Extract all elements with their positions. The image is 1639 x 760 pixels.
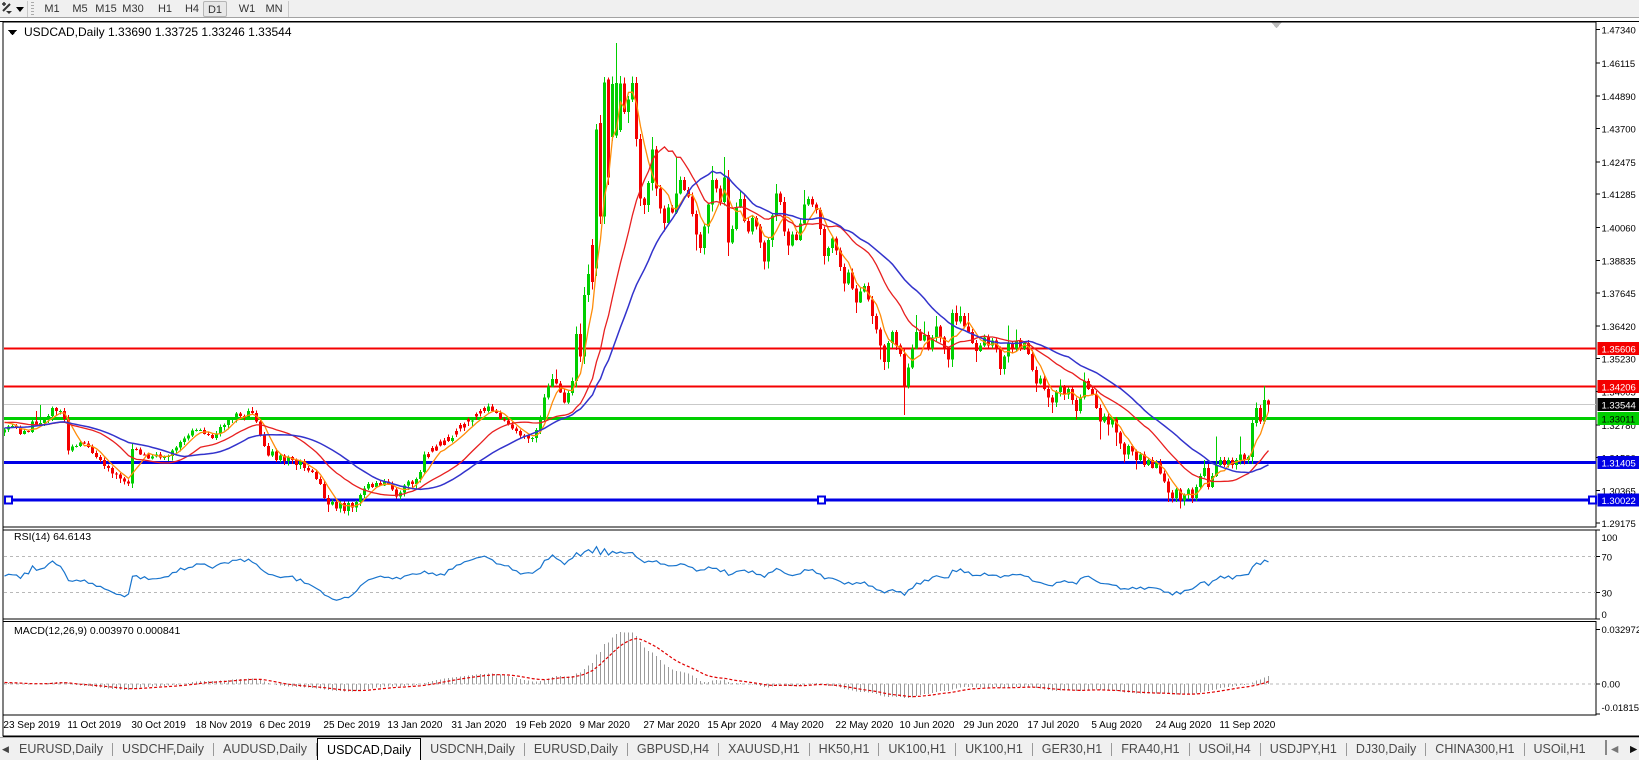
svg-text:10 Jun 2020: 10 Jun 2020 xyxy=(899,720,954,731)
svg-text:1.29175: 1.29175 xyxy=(1602,519,1636,530)
svg-text:5 Aug 2020: 5 Aug 2020 xyxy=(1091,720,1142,731)
svg-text:27 Mar 2020: 27 Mar 2020 xyxy=(643,720,700,731)
svg-text:6 Dec 2019: 6 Dec 2019 xyxy=(259,720,311,731)
svg-text:1.36420: 1.36420 xyxy=(1602,322,1636,333)
svg-text:1.47340: 1.47340 xyxy=(1602,26,1636,37)
svg-text:18 Nov 2019: 18 Nov 2019 xyxy=(195,720,252,731)
svg-text:RSI(14) 64.6143: RSI(14) 64.6143 xyxy=(14,531,91,543)
svg-text:1.41285: 1.41285 xyxy=(1602,190,1636,201)
svg-text:1.37645: 1.37645 xyxy=(1602,289,1636,300)
svg-text:15 Apr 2020: 15 Apr 2020 xyxy=(707,720,761,731)
svg-text:1.30365: 1.30365 xyxy=(1602,487,1636,498)
svg-text:1.35230: 1.35230 xyxy=(1602,355,1636,366)
svg-text:-0.018154: -0.018154 xyxy=(1602,703,1639,714)
svg-text:22 May 2020: 22 May 2020 xyxy=(835,720,893,731)
svg-text:1.34206: 1.34206 xyxy=(1602,382,1636,393)
svg-text:9 Mar 2020: 9 Mar 2020 xyxy=(579,720,630,731)
svg-text:30 Oct 2019: 30 Oct 2019 xyxy=(131,720,186,731)
svg-text:19 Feb 2020: 19 Feb 2020 xyxy=(515,720,572,731)
svg-text:0.032972: 0.032972 xyxy=(1602,625,1639,636)
svg-text:25 Dec 2019: 25 Dec 2019 xyxy=(323,720,380,731)
svg-text:1.34005: 1.34005 xyxy=(1602,388,1636,399)
svg-text:1.35606: 1.35606 xyxy=(1602,344,1636,355)
svg-text:11 Oct 2019: 11 Oct 2019 xyxy=(67,720,121,731)
svg-text:17 Jul 2020: 17 Jul 2020 xyxy=(1027,720,1079,731)
svg-text:USDCAD,Daily 1.33690 1.33725: USDCAD,Daily 1.33690 1.33725 1.33246 1.3… xyxy=(24,25,292,39)
svg-text:1.31405: 1.31405 xyxy=(1602,458,1636,469)
svg-text:23 Sep 2019: 23 Sep 2019 xyxy=(3,720,60,731)
svg-text:1.42475: 1.42475 xyxy=(1602,158,1636,169)
svg-text:4 May 2020: 4 May 2020 xyxy=(771,720,824,731)
svg-text:0: 0 xyxy=(1602,610,1607,621)
svg-text:1.30022: 1.30022 xyxy=(1602,496,1636,507)
svg-text:30: 30 xyxy=(1602,588,1613,599)
svg-text:1.46115: 1.46115 xyxy=(1602,59,1636,70)
svg-text:24 Aug 2020: 24 Aug 2020 xyxy=(1155,720,1212,731)
svg-text:0.00: 0.00 xyxy=(1602,680,1621,691)
svg-text:70: 70 xyxy=(1602,553,1613,564)
svg-text:1.33544: 1.33544 xyxy=(1602,400,1636,411)
svg-text:100: 100 xyxy=(1602,533,1618,544)
svg-text:1.33011: 1.33011 xyxy=(1602,415,1636,426)
svg-text:11 Sep 2020: 11 Sep 2020 xyxy=(1219,720,1275,731)
svg-text:MACD(12,26,9) 0.003970 0.00084: MACD(12,26,9) 0.003970 0.000841 xyxy=(14,625,181,637)
svg-text:1.32780: 1.32780 xyxy=(1602,421,1636,432)
svg-text:1.44890: 1.44890 xyxy=(1602,92,1636,103)
svg-text:1.40060: 1.40060 xyxy=(1602,223,1636,234)
svg-text:31 Jan 2020: 31 Jan 2020 xyxy=(451,720,506,731)
svg-text:1.43700: 1.43700 xyxy=(1602,125,1636,136)
svg-text:13 Jan 2020: 13 Jan 2020 xyxy=(387,720,442,731)
svg-text:1.38835: 1.38835 xyxy=(1602,257,1636,268)
svg-text:29 Jun 2020: 29 Jun 2020 xyxy=(963,720,1018,731)
